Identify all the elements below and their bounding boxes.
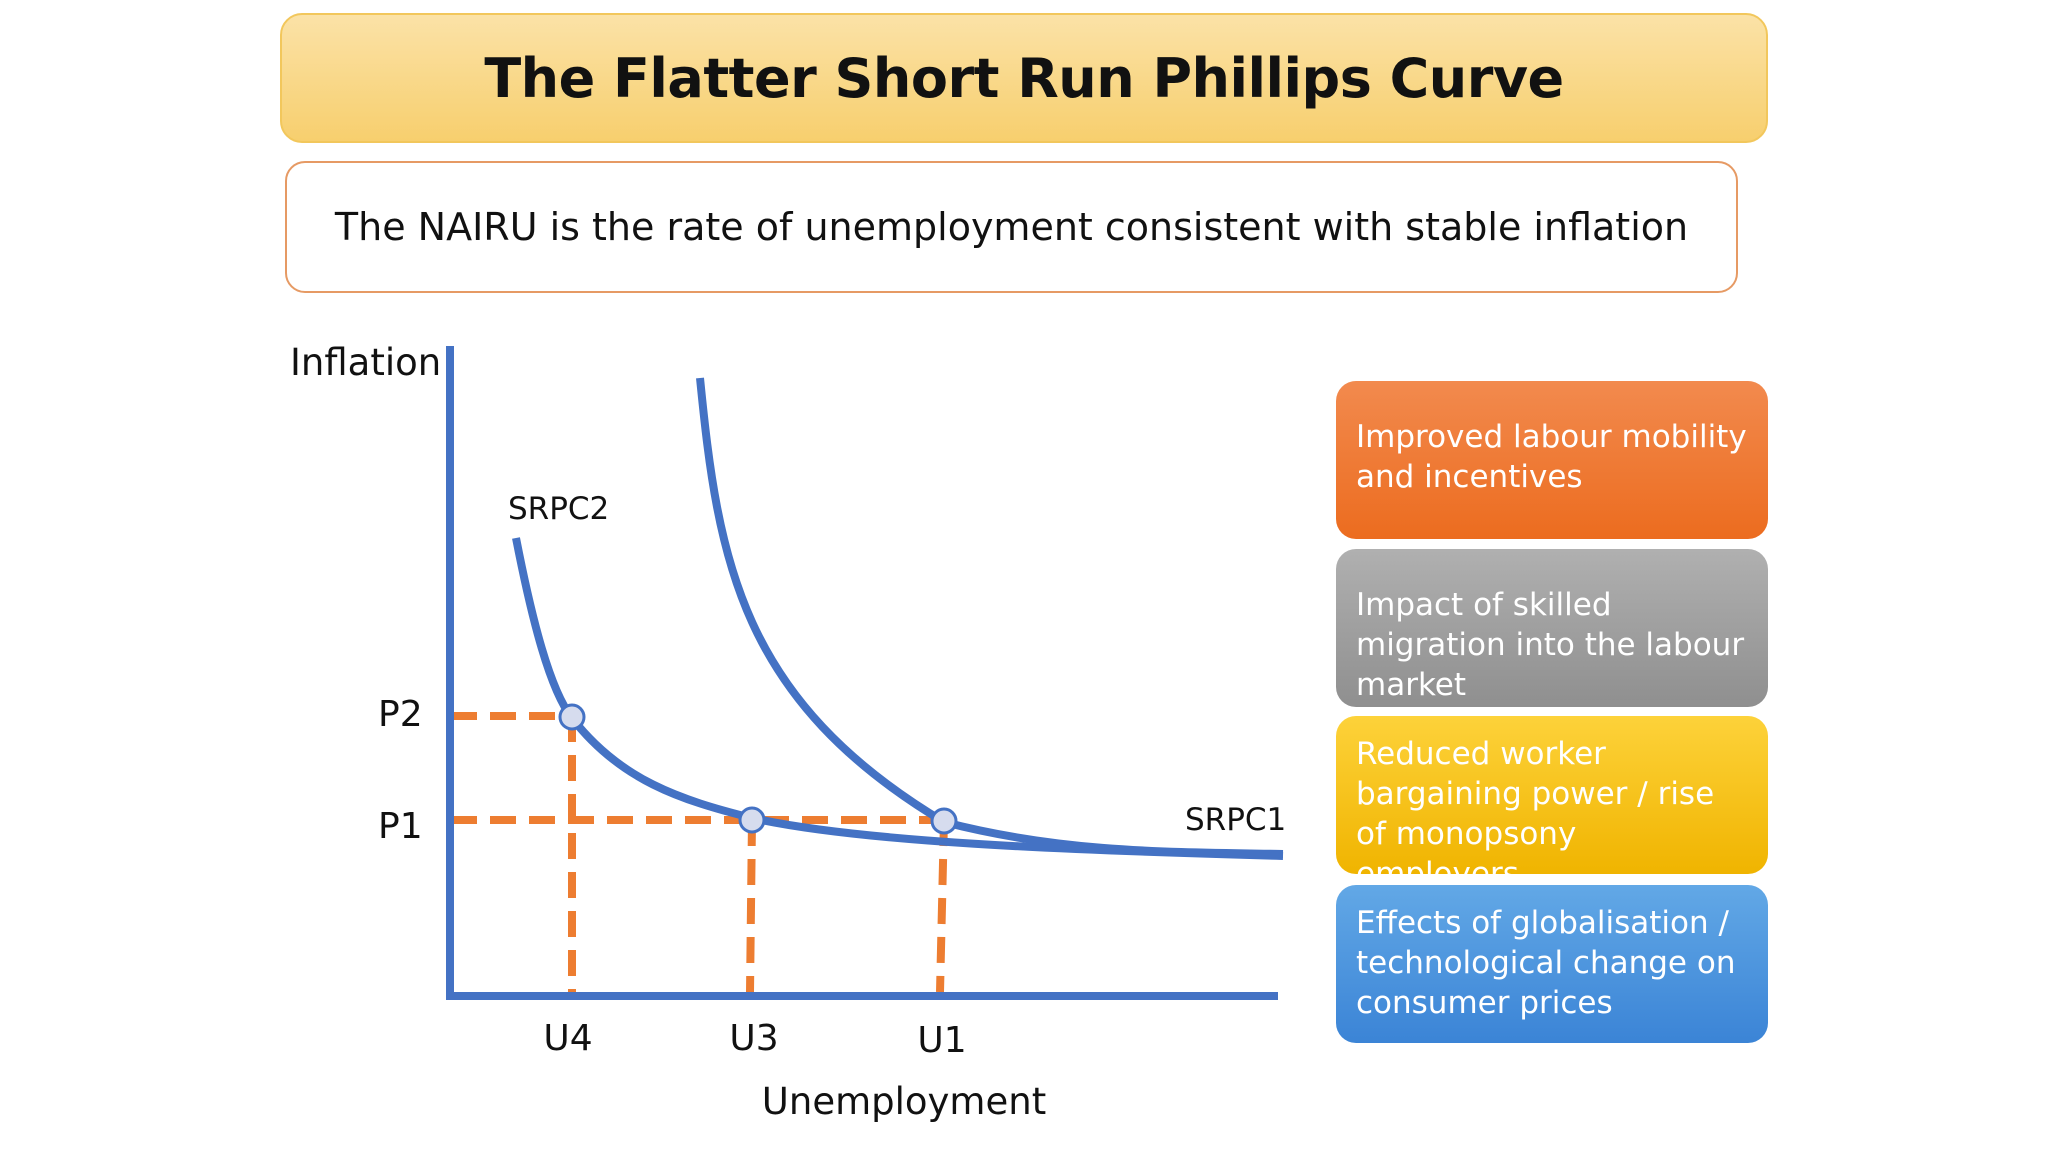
point-p2-u4 [558, 703, 586, 731]
point-p1-u1 [930, 807, 958, 835]
page-title: The Flatter Short Run Phillips Curve [484, 46, 1564, 110]
guide-lines [451, 712, 948, 993]
intersection-points [558, 703, 958, 835]
p2-label: P2 [378, 694, 423, 735]
u3-label: U3 [729, 1018, 778, 1059]
u1-guide-line [936, 819, 948, 993]
axes [446, 346, 1278, 1000]
title-banner: The Flatter Short Run Phillips Curve [280, 13, 1768, 143]
y-axis-label: Inflation [290, 341, 441, 384]
u1-label: U1 [917, 1020, 966, 1061]
srpc1-curve [696, 377, 1284, 858]
x-axis-label: Unemployment [762, 1080, 1046, 1123]
factor-globalisation: Effects of globalisation / technological… [1336, 885, 1768, 1043]
u3-guide-line [746, 819, 756, 993]
srpc2-label: SRPC2 [508, 491, 609, 527]
srpc2-curve [512, 537, 1284, 860]
srpc1-label: SRPC1 [1185, 802, 1286, 838]
factor-bargaining-power: Reduced worker bargaining power / rise o… [1336, 716, 1768, 892]
nairu-definition-text: The NAIRU is the rate of unemployment co… [334, 205, 1689, 249]
p1-label: P1 [378, 806, 423, 847]
nairu-definition-box: The NAIRU is the rate of unemployment co… [285, 161, 1738, 293]
factor-labour-mobility: Improved labour mobility and incentives [1336, 381, 1768, 539]
u4-label: U4 [543, 1018, 592, 1059]
point-p1-u3 [738, 806, 766, 834]
factor-skilled-migration: Impact of skilled migration into the lab… [1336, 549, 1768, 707]
